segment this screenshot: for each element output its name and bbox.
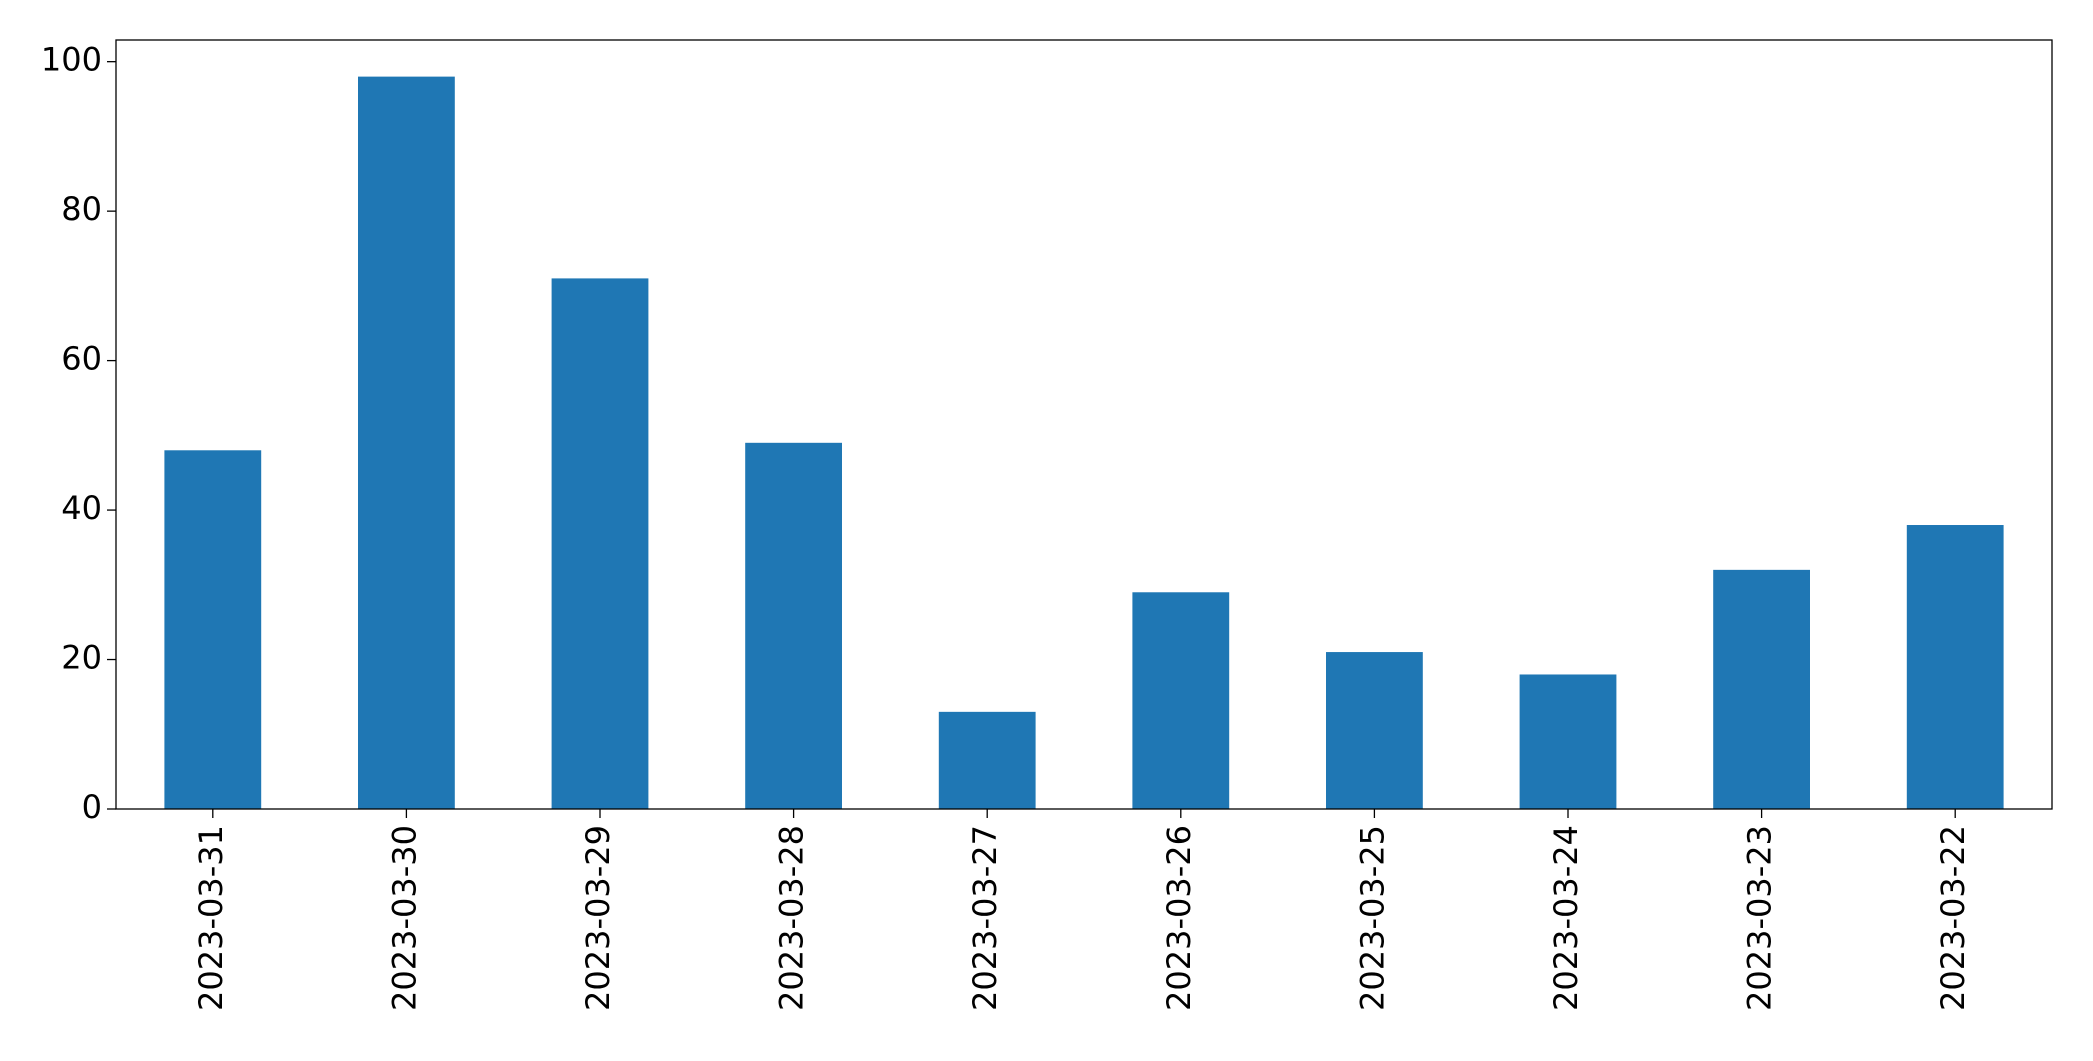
bar <box>1519 674 1617 809</box>
x-tick-label: 2023-03-24 <box>1547 825 1585 1011</box>
bar <box>164 450 262 809</box>
y-tick-label: 20 <box>61 639 102 677</box>
x-tick-label: 2023-03-27 <box>966 825 1004 1011</box>
y-tick-label: 0 <box>82 788 102 826</box>
x-tick-label: 2023-03-28 <box>773 825 811 1011</box>
y-tick-label: 60 <box>61 340 102 378</box>
y-tick-label: 40 <box>61 489 102 527</box>
bar <box>358 76 455 810</box>
bar <box>938 711 1036 809</box>
bar <box>551 278 649 809</box>
plot-frame <box>115 39 2053 810</box>
x-tick-label: 2023-03-29 <box>579 825 617 1011</box>
x-tick-label: 2023-03-30 <box>385 825 423 1011</box>
x-tick-label: 2023-03-23 <box>1741 825 1779 1011</box>
y-tick-label: 80 <box>61 190 102 228</box>
bar <box>1132 592 1230 809</box>
x-tick-label: 2023-03-26 <box>1160 825 1198 1011</box>
x-tick-label: 2023-03-22 <box>1934 825 1972 1011</box>
bar <box>1906 525 2004 809</box>
y-tick-label: 100 <box>41 41 102 79</box>
x-tick-label: 2023-03-25 <box>1353 825 1391 1011</box>
bar <box>1326 652 1423 809</box>
bar <box>1713 569 1810 809</box>
x-tick-label: 2023-03-31 <box>192 825 230 1011</box>
bar <box>745 442 842 809</box>
